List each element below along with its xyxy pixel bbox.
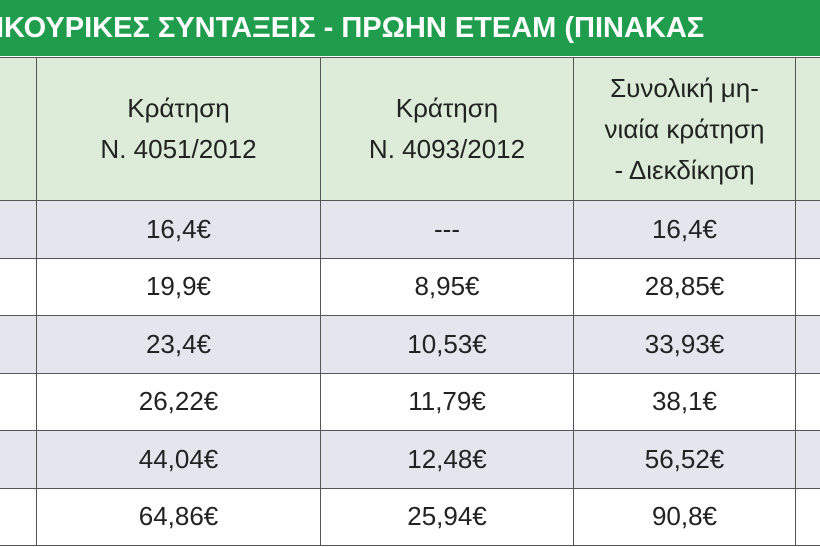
table-cell: [795, 315, 820, 374]
table-cell: [795, 487, 820, 546]
header-line: Ν. 4093/2012: [368, 134, 526, 164]
table-cell: 23,4€: [36, 315, 321, 374]
header-cell: [795, 57, 820, 201]
table-cell: [0, 430, 37, 489]
header-line: Συνολική μη-: [610, 72, 759, 103]
table-cell: 19,9€: [36, 257, 321, 316]
table-cell: [0, 315, 37, 374]
table-cell: 44,04€: [36, 430, 321, 489]
table-cell: [795, 200, 820, 259]
header-cell: Συνολική μη-νιαία κράτηση - Διεκδίκηση: [573, 57, 796, 201]
header-cell: [0, 57, 37, 201]
table-cell: 8,95€: [320, 257, 574, 316]
table-cell: 28,85€: [573, 257, 796, 316]
table-cell: [0, 200, 37, 259]
table-cell: [0, 257, 37, 316]
table-cell: 16,4€: [573, 200, 796, 259]
table-cell: 64,86€: [36, 487, 321, 546]
header-line: - Διεκδίκηση: [614, 154, 755, 185]
table-cell: 25,94€: [320, 487, 574, 546]
table-cell: 38,1€: [573, 372, 796, 431]
table-cell: 26,22€: [36, 372, 321, 431]
table-cell: [0, 372, 37, 431]
table-cell: [0, 487, 37, 546]
table-cell: 11,79€: [320, 372, 574, 431]
header-cell: Κράτηση Ν. 4051/2012: [36, 57, 321, 201]
table-cell: 33,93€: [573, 315, 796, 374]
table-cell: [795, 257, 820, 316]
table-cell: 12,48€: [320, 430, 574, 489]
header-line: Κράτηση: [127, 93, 230, 123]
table-cell: 10,53€: [320, 315, 574, 374]
table-cell: 16,4€: [36, 200, 321, 259]
table-cell: [795, 430, 820, 489]
table-title: ΙΚΟΥΡΙΚΕΣ ΣΥΝΤΑΞΕΙΣ - ΠΡΩΗΝ ΕΤΕΑΜ (ΠΙΝΑΚ…: [0, 0, 820, 56]
header-line: νιαία κράτηση: [604, 113, 765, 144]
table-cell: 90,8€: [573, 487, 796, 546]
table-cell: ---: [320, 200, 574, 259]
header-line: Ν. 4051/2012: [100, 134, 257, 164]
table-cell: [795, 372, 820, 431]
header-line: Κράτηση: [395, 93, 499, 123]
header-cell: Κράτηση Ν. 4093/2012: [320, 57, 574, 201]
table-cell: 56,52€: [573, 430, 796, 489]
